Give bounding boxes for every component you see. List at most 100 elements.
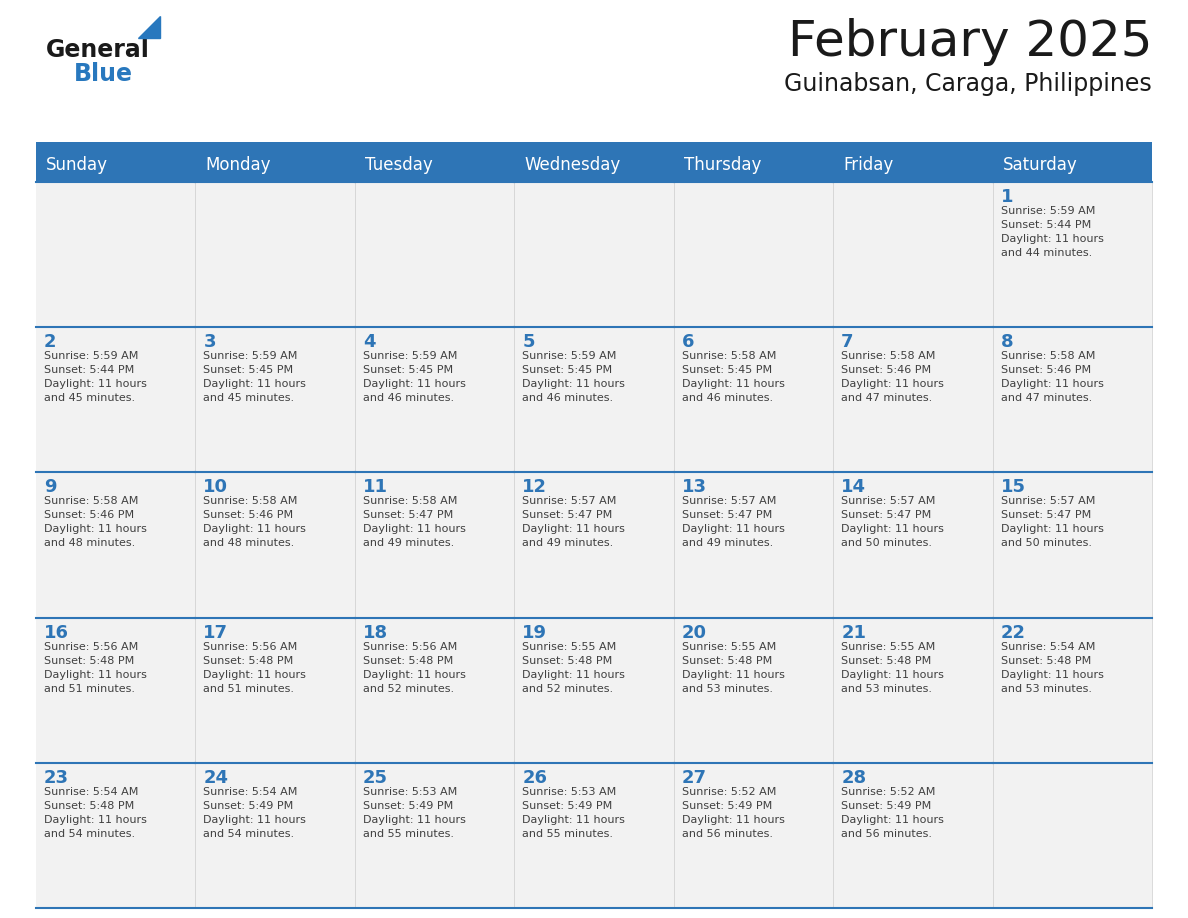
Text: Saturday: Saturday	[1003, 156, 1078, 174]
Text: 20: 20	[682, 623, 707, 642]
Text: Daylight: 11 hours: Daylight: 11 hours	[841, 524, 944, 534]
Bar	[514, 618, 674, 763]
Text: Daylight: 11 hours: Daylight: 11 hours	[203, 379, 307, 389]
Bar	[833, 148, 992, 182]
Text: Wednesday: Wednesday	[524, 156, 620, 174]
Text: Sunset: 5:49 PM: Sunset: 5:49 PM	[523, 800, 613, 811]
Bar	[514, 148, 674, 182]
Text: Daylight: 11 hours: Daylight: 11 hours	[682, 815, 784, 824]
Text: 21: 21	[841, 623, 866, 642]
Text: Daylight: 11 hours: Daylight: 11 hours	[523, 669, 625, 679]
Text: Sunrise: 5:53 AM: Sunrise: 5:53 AM	[362, 787, 457, 797]
Text: 1: 1	[1000, 188, 1013, 206]
Bar	[36, 148, 196, 182]
Text: Daylight: 11 hours: Daylight: 11 hours	[44, 815, 147, 824]
Bar	[992, 182, 1152, 327]
Text: Sunrise: 5:59 AM: Sunrise: 5:59 AM	[1000, 206, 1095, 216]
Bar	[833, 473, 992, 618]
Text: Sunset: 5:45 PM: Sunset: 5:45 PM	[203, 365, 293, 375]
Bar	[674, 763, 833, 908]
Text: Daylight: 11 hours: Daylight: 11 hours	[44, 379, 147, 389]
Bar	[196, 618, 355, 763]
Text: and 45 minutes.: and 45 minutes.	[44, 393, 135, 403]
Text: Sunrise: 5:52 AM: Sunrise: 5:52 AM	[841, 787, 935, 797]
Text: Daylight: 11 hours: Daylight: 11 hours	[841, 379, 944, 389]
Text: Sunrise: 5:56 AM: Sunrise: 5:56 AM	[203, 642, 298, 652]
Text: 3: 3	[203, 333, 216, 352]
Text: 15: 15	[1000, 478, 1025, 497]
Text: and 55 minutes.: and 55 minutes.	[523, 829, 613, 839]
Bar	[674, 618, 833, 763]
Text: and 54 minutes.: and 54 minutes.	[203, 829, 295, 839]
Text: Daylight: 11 hours: Daylight: 11 hours	[203, 669, 307, 679]
Text: and 53 minutes.: and 53 minutes.	[682, 684, 772, 694]
Text: Monday: Monday	[206, 156, 271, 174]
Text: and 56 minutes.: and 56 minutes.	[841, 829, 933, 839]
Bar	[36, 182, 196, 327]
Bar	[992, 148, 1152, 182]
Bar	[355, 763, 514, 908]
Text: Sunrise: 5:57 AM: Sunrise: 5:57 AM	[841, 497, 935, 507]
Text: 10: 10	[203, 478, 228, 497]
Text: Sunset: 5:45 PM: Sunset: 5:45 PM	[362, 365, 453, 375]
Text: Daylight: 11 hours: Daylight: 11 hours	[44, 524, 147, 534]
Bar	[674, 327, 833, 473]
Bar	[355, 148, 514, 182]
Text: 27: 27	[682, 768, 707, 787]
Text: Tuesday: Tuesday	[365, 156, 432, 174]
Text: Sunrise: 5:55 AM: Sunrise: 5:55 AM	[841, 642, 935, 652]
Text: Sunset: 5:44 PM: Sunset: 5:44 PM	[44, 365, 134, 375]
Bar	[674, 182, 833, 327]
Polygon shape	[138, 16, 160, 38]
Bar	[36, 142, 1152, 148]
Bar	[674, 148, 833, 182]
Text: Sunset: 5:45 PM: Sunset: 5:45 PM	[682, 365, 772, 375]
Text: Daylight: 11 hours: Daylight: 11 hours	[1000, 234, 1104, 244]
Text: Daylight: 11 hours: Daylight: 11 hours	[523, 815, 625, 824]
Text: and 49 minutes.: and 49 minutes.	[682, 538, 773, 548]
Text: 14: 14	[841, 478, 866, 497]
Text: Sunset: 5:48 PM: Sunset: 5:48 PM	[362, 655, 453, 666]
Text: Sunrise: 5:59 AM: Sunrise: 5:59 AM	[362, 352, 457, 361]
Text: Sunrise: 5:58 AM: Sunrise: 5:58 AM	[1000, 352, 1095, 361]
Text: Sunset: 5:49 PM: Sunset: 5:49 PM	[682, 800, 772, 811]
Text: Sunset: 5:48 PM: Sunset: 5:48 PM	[523, 655, 613, 666]
Text: Sunrise: 5:55 AM: Sunrise: 5:55 AM	[682, 642, 776, 652]
Text: Sunset: 5:47 PM: Sunset: 5:47 PM	[682, 510, 772, 521]
Text: Sunset: 5:48 PM: Sunset: 5:48 PM	[1000, 655, 1091, 666]
Bar	[196, 327, 355, 473]
Text: Friday: Friday	[843, 156, 893, 174]
Text: Sunset: 5:47 PM: Sunset: 5:47 PM	[362, 510, 453, 521]
Text: Sunrise: 5:58 AM: Sunrise: 5:58 AM	[203, 497, 298, 507]
Text: Sunset: 5:49 PM: Sunset: 5:49 PM	[362, 800, 453, 811]
Text: Sunset: 5:46 PM: Sunset: 5:46 PM	[203, 510, 293, 521]
Bar	[36, 327, 196, 473]
Text: Sunset: 5:48 PM: Sunset: 5:48 PM	[44, 655, 134, 666]
Text: 7: 7	[841, 333, 854, 352]
Bar	[196, 473, 355, 618]
Bar	[992, 327, 1152, 473]
Text: Daylight: 11 hours: Daylight: 11 hours	[1000, 379, 1104, 389]
Text: Daylight: 11 hours: Daylight: 11 hours	[362, 669, 466, 679]
Text: Sunset: 5:48 PM: Sunset: 5:48 PM	[203, 655, 293, 666]
Text: 4: 4	[362, 333, 375, 352]
Text: Daylight: 11 hours: Daylight: 11 hours	[682, 669, 784, 679]
Text: and 45 minutes.: and 45 minutes.	[203, 393, 295, 403]
Bar	[355, 473, 514, 618]
Text: Sunrise: 5:59 AM: Sunrise: 5:59 AM	[44, 352, 138, 361]
Bar	[196, 148, 355, 182]
Text: Daylight: 11 hours: Daylight: 11 hours	[203, 815, 307, 824]
Bar	[992, 473, 1152, 618]
Text: Sunrise: 5:57 AM: Sunrise: 5:57 AM	[1000, 497, 1095, 507]
Text: Sunset: 5:49 PM: Sunset: 5:49 PM	[203, 800, 293, 811]
Text: and 54 minutes.: and 54 minutes.	[44, 829, 135, 839]
Text: Daylight: 11 hours: Daylight: 11 hours	[362, 815, 466, 824]
Bar	[355, 327, 514, 473]
Text: Daylight: 11 hours: Daylight: 11 hours	[841, 815, 944, 824]
Bar	[355, 618, 514, 763]
Text: and 53 minutes.: and 53 minutes.	[1000, 684, 1092, 694]
Text: and 49 minutes.: and 49 minutes.	[362, 538, 454, 548]
Text: Daylight: 11 hours: Daylight: 11 hours	[523, 379, 625, 389]
Text: and 49 minutes.: and 49 minutes.	[523, 538, 613, 548]
Bar	[833, 327, 992, 473]
